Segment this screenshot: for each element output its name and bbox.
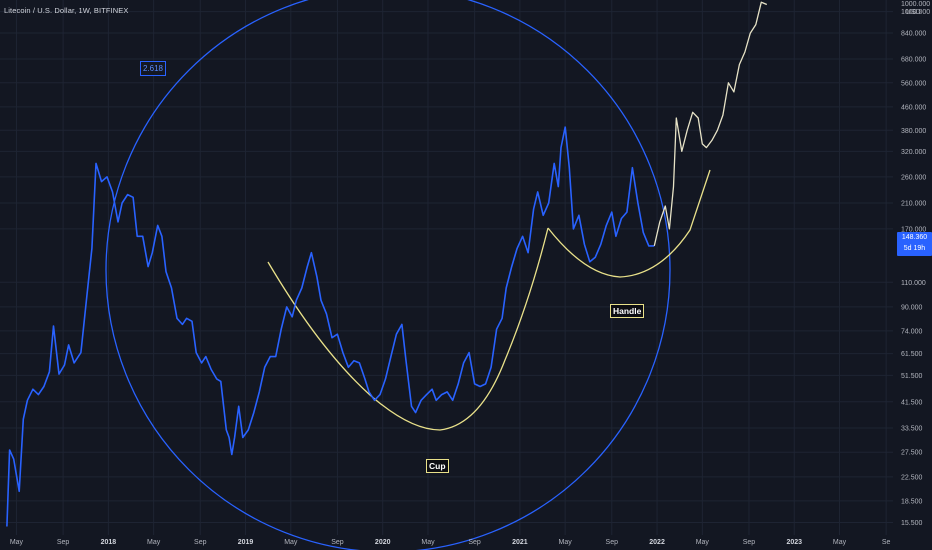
x-tick-label: May — [147, 539, 161, 546]
y-tick-label: 61.500 — [901, 351, 923, 358]
y-tick-label: 1000.000 — [901, 9, 930, 16]
x-tick-label: Sep — [606, 539, 619, 546]
x-tick-label: 2018 — [101, 539, 117, 546]
x-tick-label: 2019 — [238, 539, 254, 546]
x-tick-label: Sep — [468, 539, 481, 546]
handle-annotation[interactable]: Handle — [610, 304, 645, 318]
handle-curve-drawing[interactable] — [547, 169, 711, 278]
bar-countdown: 5d 19h — [903, 245, 926, 252]
y-tick-label: 260.000 — [901, 174, 926, 181]
price-line — [6, 126, 655, 527]
y-tick-label: 18.500 — [901, 498, 923, 505]
y-axis: 15.500 18.500 22.500 27.500 33.500 41.500 51.5… — [901, 1, 930, 527]
x-tick-label: Sep — [331, 539, 344, 546]
y-tick-label: 380.000 — [901, 128, 926, 135]
y-axis-unit: USD — [906, 9, 921, 16]
y-tick-label: 560.000 — [901, 80, 926, 87]
x-axis: May Sep 2018 May Sep 2019 May Sep 2020 May Sep 2021… — [10, 539, 891, 546]
x-tick-label: Se — [882, 539, 891, 546]
y-tick-label: 22.500 — [901, 474, 923, 481]
x-tick-label: May — [10, 539, 24, 546]
fib-ratio-label[interactable]: 2.618 — [140, 61, 166, 76]
x-tick-label: Sep — [57, 539, 70, 546]
x-tick-label: 2023 — [786, 539, 802, 546]
y-tick-label: 320.000 — [901, 149, 926, 156]
x-tick-label: May — [559, 539, 573, 546]
fib-circle-drawing[interactable] — [105, 0, 671, 550]
price-series — [6, 126, 655, 527]
x-tick-label: May — [696, 539, 710, 546]
x-tick-label: Sep — [194, 539, 207, 546]
x-tick-label: May — [421, 539, 435, 546]
y-tick-label: 680.000 — [901, 56, 926, 63]
y-tick-label: 27.500 — [901, 450, 923, 457]
y-tick-label: 15.500 — [901, 520, 923, 527]
y-tick-label: 210.000 — [901, 201, 926, 208]
y-tick-label: 840.000 — [901, 31, 926, 38]
y-tick-label: 110.000 — [901, 280, 926, 287]
x-tick-label: May — [284, 539, 298, 546]
projection-series — [653, 1, 768, 247]
chart-title: Litecoin / U.S. Dollar, 1W, BITFINEX — [4, 6, 129, 15]
y-tick-label: 460.000 — [901, 104, 926, 111]
x-tick-label: 2021 — [512, 539, 528, 546]
grid-lines — [0, 0, 893, 535]
x-tick-label: 2022 — [649, 539, 665, 546]
x-tick-label: 2020 — [375, 539, 391, 546]
x-tick-label: Sep — [743, 539, 756, 546]
y-tick-label: 1000.000 — [901, 1, 930, 8]
y-tick-label: 33.500 — [901, 426, 923, 433]
y-tick-label: 41.500 — [901, 399, 923, 406]
y-tick-label: 170.000 — [901, 226, 926, 233]
last-price-tag: 148.360 5d 19h — [897, 232, 932, 256]
cup-annotation[interactable]: Cup — [426, 459, 449, 473]
x-tick-label: May — [833, 539, 847, 546]
y-tick-label: 51.500 — [901, 373, 923, 380]
cup-curve-drawing[interactable] — [267, 227, 549, 431]
projection-line — [653, 1, 768, 247]
y-tick-label: 74.000 — [901, 328, 923, 335]
last-price-value: 148.360 — [901, 234, 928, 241]
y-tick-label: 90.000 — [901, 304, 923, 311]
